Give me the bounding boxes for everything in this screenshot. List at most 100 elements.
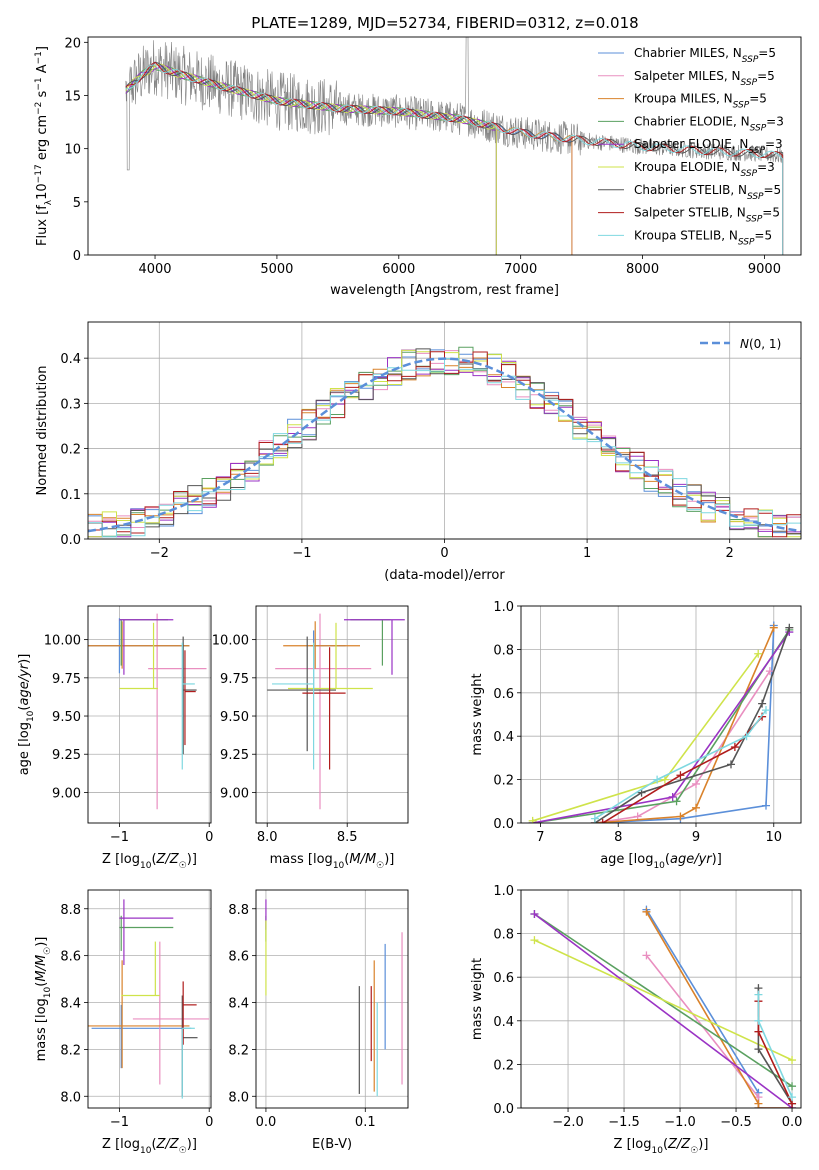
y-tick-label: 0.6 bbox=[493, 971, 514, 986]
mass-weight-marker bbox=[765, 667, 774, 676]
mass_weight_vs_Z-frame bbox=[520, 889, 802, 1109]
x-tick-label: 10 bbox=[766, 830, 783, 845]
histogram-plot bbox=[88, 346, 801, 538]
legend-label: Kroupa MILES, NSSP=5 bbox=[634, 92, 767, 111]
y-tick-label: 8.8 bbox=[228, 903, 249, 918]
y-tick-label: 9.25 bbox=[52, 748, 81, 763]
y-tick-label: 8.6 bbox=[60, 950, 81, 965]
x-tick-label: 0 bbox=[205, 1115, 213, 1130]
y-tick-label: 8.4 bbox=[60, 997, 81, 1012]
y-tick-label: 0.4 bbox=[493, 1015, 514, 1030]
legend-label: Chabrier STELIB, NSSP=5 bbox=[634, 183, 781, 202]
y-tick-label: 8.6 bbox=[228, 950, 249, 965]
y-tick-label: 0.0 bbox=[60, 533, 81, 548]
y-tick-label: 0.4 bbox=[60, 352, 81, 367]
mass-weight-marker bbox=[642, 951, 651, 960]
mass-weight-marker bbox=[676, 812, 685, 821]
y-axis-label: mass [log10(M/M☉)] bbox=[34, 937, 53, 1062]
mass-weight-line bbox=[594, 625, 775, 823]
mass-weight-marker bbox=[754, 990, 763, 999]
x-axis-label: Z [log10(Z/Z☉)] bbox=[102, 852, 197, 871]
x-axis-label: wavelength [Angstrom, rest frame] bbox=[330, 283, 559, 298]
mass-weight-line bbox=[645, 954, 792, 1108]
mass-weight-line bbox=[532, 653, 759, 822]
x-tick-label: 0 bbox=[440, 546, 448, 561]
mass_weight_vs_age-axes: 7 8 9 10 0.0 0.2 0.4 0.6 0.8 1.0 bbox=[493, 600, 801, 845]
y-tick-label: 0.8 bbox=[493, 928, 514, 943]
y-tick-label: 10.00 bbox=[212, 634, 249, 649]
x-axis-label: (data-model)/error bbox=[384, 568, 505, 583]
mass_vs_ebv-frame bbox=[255, 889, 409, 1109]
y-tick-label: 15 bbox=[64, 89, 81, 104]
x-tick-label: 8 bbox=[614, 830, 622, 845]
mass-weight-line bbox=[645, 909, 792, 1108]
model-spectrum-line bbox=[125, 64, 784, 255]
mass-weight-marker bbox=[676, 771, 685, 780]
mass_weight_vs_age-plot bbox=[528, 621, 794, 823]
legend-label: N(0, 1) bbox=[740, 337, 781, 351]
y-tick-label: 1.0 bbox=[493, 884, 514, 899]
mass-weight-marker bbox=[754, 1016, 763, 1025]
mass-weight-line bbox=[645, 911, 792, 1108]
y-tick-label: 0.0 bbox=[493, 1102, 514, 1117]
x-tick-label: 0 bbox=[205, 830, 213, 845]
mass-weight-marker bbox=[660, 775, 669, 784]
x-tick-label: 9000 bbox=[748, 262, 781, 277]
figure-title: PLATE=1289, MJD=52734, FIBERID=0312, z=0… bbox=[251, 14, 638, 32]
mass-weight-marker bbox=[762, 801, 770, 810]
x-tick-label: 2 bbox=[726, 546, 734, 561]
y-tick-label: 5 bbox=[73, 196, 81, 211]
mass_vs_Z-axes: −1 0 8.0 8.2 8.4 8.6 8.8 bbox=[60, 890, 213, 1130]
mass-weight-marker bbox=[530, 936, 539, 945]
y-tick-label: 8.4 bbox=[228, 997, 249, 1012]
mass-weight-line bbox=[594, 627, 775, 823]
mass-weight-marker bbox=[528, 816, 537, 823]
x-tick-label: 0.1 bbox=[355, 1115, 376, 1130]
y-tick-label: 9.75 bbox=[52, 672, 81, 687]
mass_weight_vs_age-frame bbox=[520, 605, 802, 824]
model-spectrum-line bbox=[125, 62, 784, 255]
x-axis-label: age [log10(age/yr)] bbox=[600, 852, 722, 871]
gaussian-curve bbox=[88, 357, 801, 533]
x-tick-label: −1 bbox=[110, 1115, 129, 1130]
mass-weight-marker bbox=[788, 1082, 797, 1091]
legend-label: Salpeter MILES, NSSP=5 bbox=[634, 69, 775, 88]
legend-label: Salpeter ELODIE, NSSP=3 bbox=[634, 137, 783, 156]
mass-weight-line bbox=[594, 627, 791, 823]
x-tick-label: 8.0 bbox=[257, 830, 278, 845]
x-axis-label: Z [log10(Z/Z☉)] bbox=[614, 1137, 709, 1156]
age_vs_mass-axes: 8.0 8.5 9.00 9.25 9.50 9.75 10.00 bbox=[212, 606, 408, 845]
y-tick-label: 8.2 bbox=[228, 1043, 249, 1058]
spectrum-legend: Chabrier MILES, NSSP=5 Salpeter MILES, NS… bbox=[598, 46, 784, 247]
mass-weight-marker bbox=[754, 649, 763, 658]
y-tick-label: 0.2 bbox=[493, 1058, 514, 1073]
mass-weight-marker bbox=[788, 1056, 797, 1065]
histogram-legend: N(0, 1) bbox=[700, 337, 781, 351]
model-spectrum-line bbox=[125, 62, 573, 255]
mass-weight-line bbox=[594, 670, 771, 823]
mass-weight-marker bbox=[754, 1045, 763, 1054]
y-axis-label: mass weight bbox=[470, 673, 485, 755]
mass-weight-marker bbox=[754, 1104, 763, 1108]
mass-weight-marker bbox=[788, 1093, 797, 1102]
x-tick-label: −1.0 bbox=[664, 1115, 696, 1130]
mass_weight_vs_Z-plot bbox=[530, 905, 797, 1108]
x-tick-label: −1 bbox=[292, 546, 311, 561]
legend-label: Chabrier ELODIE, NSSP=3 bbox=[634, 114, 784, 133]
mass-weight-marker bbox=[769, 623, 778, 632]
histogram-step-line bbox=[88, 358, 801, 538]
x-tick-label: −1.5 bbox=[608, 1115, 640, 1130]
y-tick-label: 8.8 bbox=[60, 903, 81, 918]
mass-weight-line bbox=[534, 939, 793, 1061]
x-tick-label: 1 bbox=[583, 546, 591, 561]
mass-weight-marker bbox=[692, 779, 700, 788]
y-tick-label: 0.3 bbox=[60, 397, 81, 412]
y-axis-label: age [log10(age/yr)] bbox=[17, 654, 36, 776]
mass-weight-marker bbox=[598, 819, 607, 823]
x-tick-label: 7 bbox=[536, 830, 544, 845]
y-tick-label: 0.1 bbox=[60, 488, 81, 503]
x-tick-label: −1 bbox=[110, 830, 129, 845]
y-tick-label: 0.8 bbox=[493, 643, 514, 658]
mass-weight-marker bbox=[692, 803, 700, 812]
